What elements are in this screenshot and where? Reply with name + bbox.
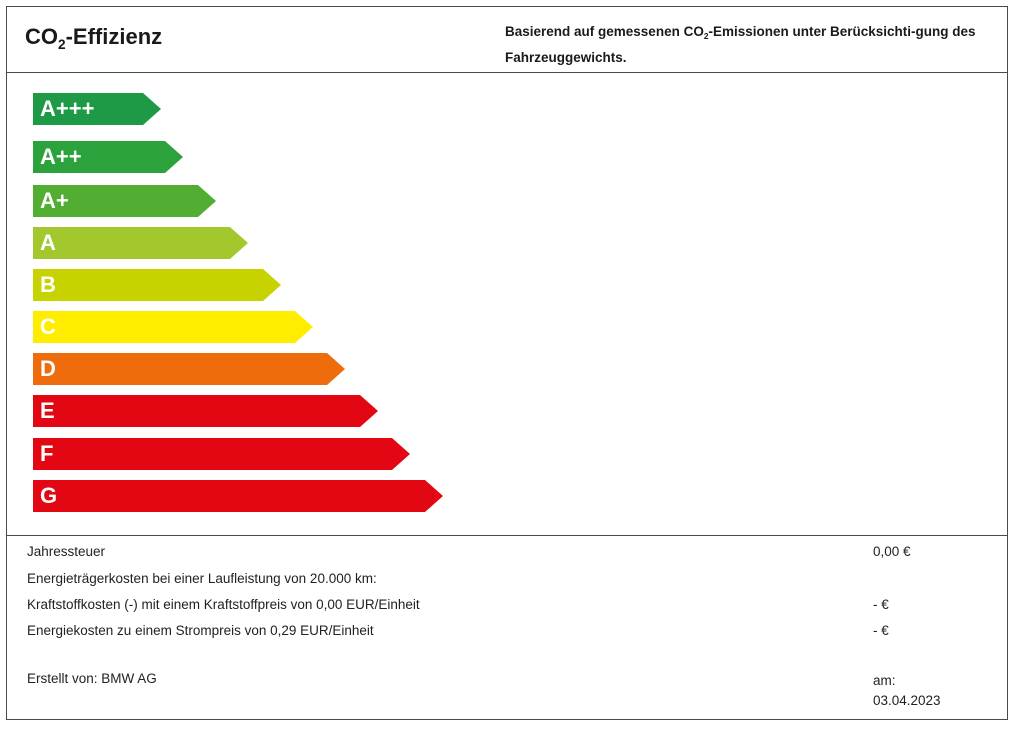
electricity-costs-label: Energiekosten zu einem Strompreis von 0,… <box>27 623 374 638</box>
bar-arrow-shape <box>33 227 248 259</box>
annual-tax-value: 0,00 € <box>873 544 911 559</box>
bar-arrow-shape <box>33 480 443 512</box>
efficiency-class-label: E <box>40 398 55 423</box>
efficiency-class-label: A+++ <box>40 96 95 121</box>
efficiency-class-label: A <box>40 230 56 255</box>
date-label: am: <box>873 673 896 688</box>
co2-efficiency-label: CO2-Effizienz Basierend auf gemessenen C… <box>6 6 1008 720</box>
efficiency-scale: A+++ A++ A+ A B C D E <box>7 73 1007 536</box>
bar-arrow-shape <box>33 93 161 125</box>
bar-arrow-shape <box>33 269 281 301</box>
electricity-costs-row: Energiekosten zu einem Strompreis von 0,… <box>27 623 1007 643</box>
created-by: Erstellt von: BMW AG <box>27 671 157 686</box>
efficiency-class-label: A+ <box>40 188 69 213</box>
efficiency-class-label: A++ <box>40 144 82 169</box>
annual-tax-label: Jahressteuer <box>27 544 106 559</box>
bar-arrow-shape <box>33 438 410 470</box>
label-title: CO2-Effizienz <box>25 24 163 52</box>
efficiency-class-label: G <box>40 483 58 508</box>
electricity-costs-value: - € <box>873 623 889 638</box>
efficiency-class-label: D <box>40 356 56 381</box>
footer-row: Erstellt von: BMW AG am: 03.04.2023 <box>27 671 1007 715</box>
bar-arrow-shape <box>33 311 313 343</box>
label-header: CO2-Effizienz Basierend auf gemessenen C… <box>7 7 1007 73</box>
cost-information: Jahressteuer 0,00 € Energieträgerkosten … <box>7 536 1007 721</box>
fuel-costs-label: Kraftstoffkosten (-) mit einem Kraftstof… <box>27 597 420 612</box>
efficiency-class-label: C <box>40 314 56 339</box>
energy-costs-label: Energieträgerkosten bei einer Laufleistu… <box>27 571 377 586</box>
date-value: 03.04.2023 <box>873 693 941 708</box>
label-description: Basierend auf gemessenen CO2-Emissionen … <box>505 24 976 65</box>
bar-arrow-shape <box>33 353 345 385</box>
fuel-costs-row: Kraftstoffkosten (-) mit einem Kraftstof… <box>27 597 1007 617</box>
fuel-costs-value: - € <box>873 597 889 612</box>
bar-arrow-shape <box>33 141 183 173</box>
energy-costs-row: Energieträgerkosten bei einer Laufleistu… <box>27 571 1007 591</box>
efficiency-class-label: F <box>40 441 54 466</box>
bar-arrow-shape <box>33 395 378 427</box>
bar-arrow-shape <box>33 185 216 217</box>
efficiency-class-label: B <box>40 272 56 297</box>
annual-tax-row: Jahressteuer 0,00 € <box>27 544 1007 564</box>
creation-date: am: 03.04.2023 <box>873 671 941 711</box>
